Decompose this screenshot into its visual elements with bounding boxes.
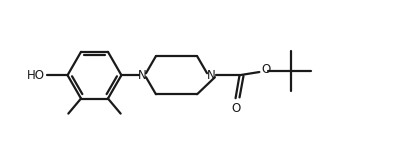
Text: N: N <box>207 69 215 82</box>
Text: HO: HO <box>28 69 45 82</box>
Text: O: O <box>231 102 240 115</box>
Text: O: O <box>262 63 271 76</box>
Text: N: N <box>138 69 146 82</box>
